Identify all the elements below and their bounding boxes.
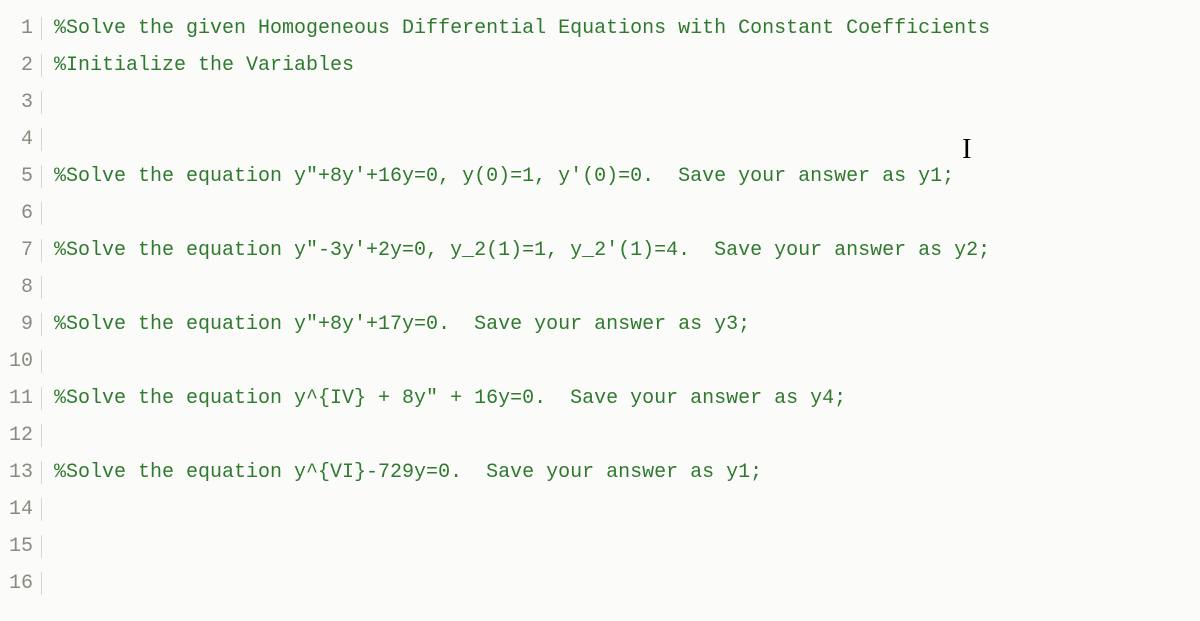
- line-number: 6: [0, 202, 42, 225]
- code-line[interactable]: 14: [0, 491, 1200, 528]
- line-number: 7: [0, 239, 42, 262]
- code-content[interactable]: %Solve the equation y"+8y'+16y=0, y(0)=1…: [42, 165, 1200, 188]
- line-number: 1: [0, 17, 42, 40]
- code-content[interactable]: %Solve the equation y^{IV} + 8y" + 16y=0…: [42, 387, 1200, 410]
- code-line[interactable]: 2 %Initialize the Variables: [0, 47, 1200, 84]
- line-number: 3: [0, 91, 42, 114]
- comment-text: %Solve the equation y"+8y'+16y=0, y(0)=1…: [54, 165, 954, 188]
- line-number: 13: [0, 461, 42, 484]
- line-number: 2: [0, 54, 42, 77]
- comment-text: %Solve the equation y"+8y'+17y=0. Save y…: [54, 313, 750, 336]
- code-line[interactable]: 10: [0, 343, 1200, 380]
- code-line[interactable]: 8: [0, 269, 1200, 306]
- code-line[interactable]: 4: [0, 121, 1200, 158]
- code-editor[interactable]: 1 %Solve the given Homogeneous Differenti…: [0, 0, 1200, 621]
- code-content[interactable]: %Solve the given Homogeneous Differentia…: [42, 17, 1200, 40]
- line-number: 10: [0, 350, 42, 373]
- line-number: 14: [0, 498, 42, 521]
- line-number: 5: [0, 165, 42, 188]
- code-line[interactable]: 11 %Solve the equation y^{IV} + 8y" + 16y…: [0, 380, 1200, 417]
- code-line[interactable]: 1 %Solve the given Homogeneous Differenti…: [0, 10, 1200, 47]
- comment-text: %Solve the equation y^{IV} + 8y" + 16y=0…: [54, 387, 846, 410]
- code-line[interactable]: 6: [0, 195, 1200, 232]
- code-content[interactable]: %Solve the equation y^{VI}-729y=0. Save …: [42, 461, 1200, 484]
- comment-text: %Initialize the Variables: [54, 54, 354, 77]
- line-number: 11: [0, 387, 42, 410]
- line-number: 15: [0, 535, 42, 558]
- code-line[interactable]: 9 %Solve the equation y"+8y'+17y=0. Save …: [0, 306, 1200, 343]
- line-number: 16: [0, 572, 42, 595]
- code-line[interactable]: 16: [0, 565, 1200, 602]
- code-line[interactable]: 7 %Solve the equation y"-3y'+2y=0, y_2(1)…: [0, 232, 1200, 269]
- line-number: 4: [0, 128, 42, 151]
- code-line[interactable]: 13 %Solve the equation y^{VI}-729y=0. Sav…: [0, 454, 1200, 491]
- comment-text: %Solve the equation y"-3y'+2y=0, y_2(1)=…: [54, 239, 990, 262]
- line-number: 12: [0, 424, 42, 447]
- comment-text: %Solve the equation y^{VI}-729y=0. Save …: [54, 461, 762, 484]
- code-line[interactable]: 12: [0, 417, 1200, 454]
- code-line[interactable]: 3: [0, 84, 1200, 121]
- line-number: 9: [0, 313, 42, 336]
- code-content[interactable]: %Initialize the Variables: [42, 54, 1200, 77]
- comment-text: %Solve the given Homogeneous Differentia…: [54, 17, 990, 40]
- code-line[interactable]: 15: [0, 528, 1200, 565]
- code-content[interactable]: %Solve the equation y"-3y'+2y=0, y_2(1)=…: [42, 239, 1200, 262]
- code-content[interactable]: %Solve the equation y"+8y'+17y=0. Save y…: [42, 313, 1200, 336]
- line-number: 8: [0, 276, 42, 299]
- code-line[interactable]: 5 %Solve the equation y"+8y'+16y=0, y(0)=…: [0, 158, 1200, 195]
